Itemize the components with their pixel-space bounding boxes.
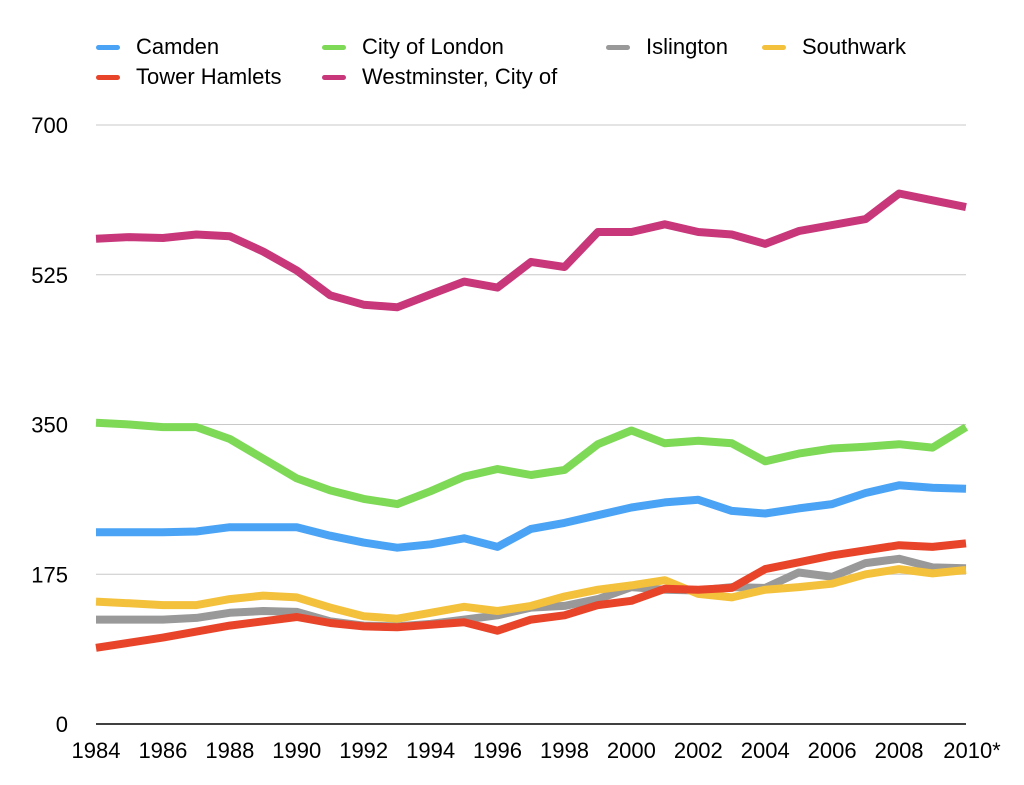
x-tick-label: 2002 xyxy=(674,738,723,763)
x-tick-label: 1992 xyxy=(339,738,388,763)
y-tick-label: 0 xyxy=(56,712,68,737)
legend-swatch-westminster xyxy=(322,74,346,80)
legend-item-islington: Islington xyxy=(606,34,728,60)
y-tick-label: 350 xyxy=(31,413,68,438)
legend-label-camden: Camden xyxy=(136,34,220,59)
x-tick-label: 2004 xyxy=(741,738,790,763)
x-tick-label: 1996 xyxy=(473,738,522,763)
series-line-southwark xyxy=(95,565,967,623)
y-tick-label: 175 xyxy=(31,562,68,587)
x-tick-label: 1994 xyxy=(406,738,455,763)
x-tick-label: 2000 xyxy=(607,738,656,763)
legend-item-city-of-london: City of London xyxy=(322,34,504,60)
x-tick-label: 2010* xyxy=(943,738,1001,763)
x-tick-label: 2006 xyxy=(808,738,857,763)
legend-item-southwark: Southwark xyxy=(762,34,906,60)
legend-label-westminster: Westminster, City of xyxy=(362,64,558,89)
legend-label-southwark: Southwark xyxy=(802,34,906,59)
legend-item-camden: Camden xyxy=(96,34,219,60)
x-tick-label: 1998 xyxy=(540,738,589,763)
series-lines xyxy=(95,189,969,652)
legend-item-tower-hamlets: Tower Hamlets xyxy=(96,64,281,90)
y-tick-label: 525 xyxy=(31,263,68,288)
legend-item-westminster: Westminster, City of xyxy=(322,64,557,90)
x-tick-label: 1990 xyxy=(272,738,321,763)
legend-label-islington: Islington xyxy=(646,34,728,59)
series-line-camden xyxy=(96,481,967,552)
series-line-tower-hamlets xyxy=(95,539,967,652)
series-line-westminster-city-of xyxy=(95,189,967,312)
x-axis-tick-labels: 1984 1986 1988 1990 1992 1994 1996 1998 2000 2002… xyxy=(72,738,1002,763)
legend-label-city-of-london: City of London xyxy=(362,34,504,59)
y-axis-tick-labels: 0 175 350 525 700 xyxy=(31,113,68,737)
x-tick-label: 1984 xyxy=(72,738,121,763)
x-tick-label: 1988 xyxy=(205,738,254,763)
x-tick-label: 2008 xyxy=(875,738,924,763)
legend-label-tower-hamlets: Tower Hamlets xyxy=(136,64,282,89)
legend-swatch-city-of-london xyxy=(322,44,346,50)
legend-swatch-southwark xyxy=(762,44,786,50)
series-line-city-of-london xyxy=(95,418,969,509)
y-tick-label: 700 xyxy=(31,113,68,138)
gridlines xyxy=(96,124,966,725)
legend-swatch-tower-hamlets xyxy=(96,74,120,80)
x-tick-label: 1986 xyxy=(138,738,187,763)
legend-swatch-camden xyxy=(96,44,120,50)
legend-swatch-islington xyxy=(606,44,630,50)
